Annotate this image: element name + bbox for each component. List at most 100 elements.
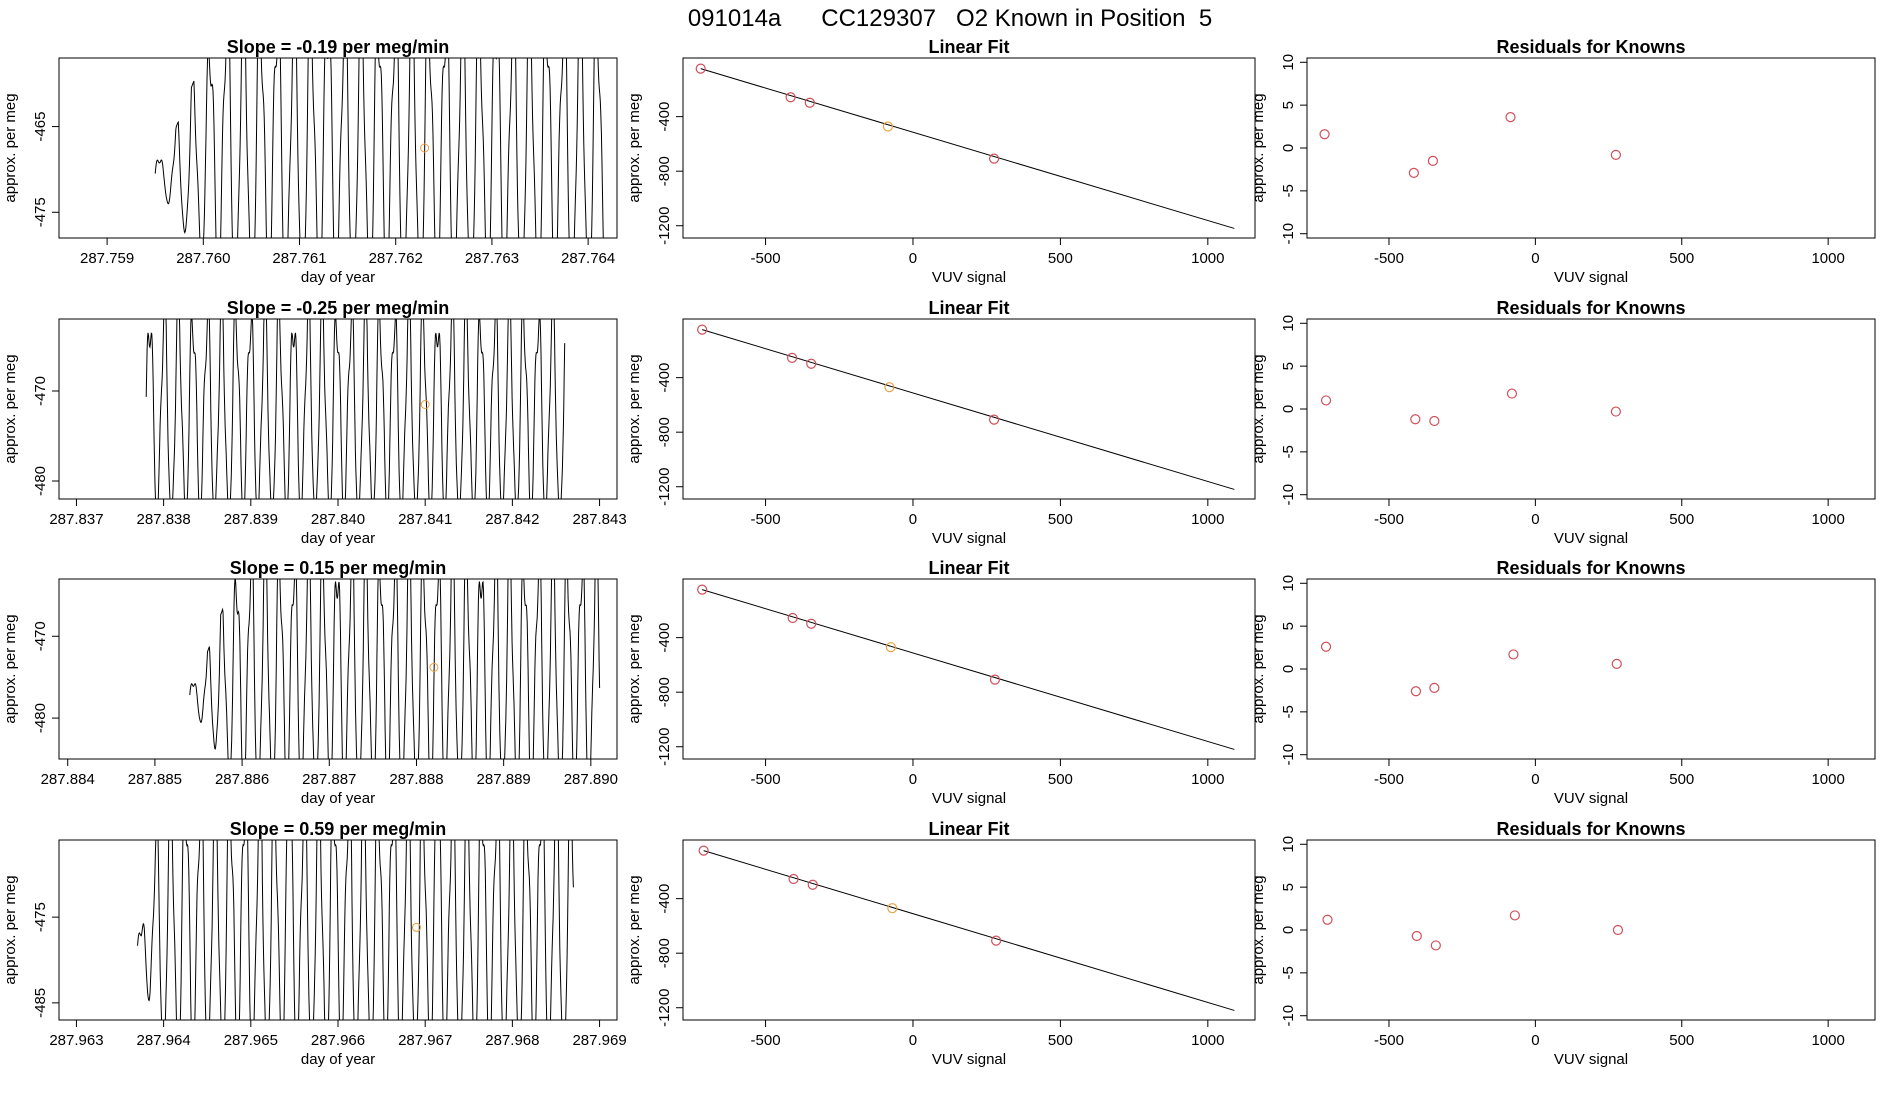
x-tick-label: 287.841 bbox=[398, 511, 452, 528]
unknown-marker bbox=[411, 922, 421, 932]
y-tick-label: 10 bbox=[1280, 54, 1297, 71]
known-point bbox=[988, 414, 1000, 425]
residual-point bbox=[1410, 414, 1421, 425]
y-tick-label: -800 bbox=[656, 938, 673, 968]
known-point bbox=[991, 935, 1002, 946]
y-tick-label: -480 bbox=[32, 466, 49, 496]
y-tick-label: -1200 bbox=[656, 728, 673, 766]
y-tick-label: -475 bbox=[32, 197, 49, 227]
trace-series bbox=[145, 319, 566, 499]
known-point bbox=[698, 845, 709, 856]
known-point bbox=[807, 879, 818, 890]
y-axis-label: approx. per meg bbox=[2, 614, 19, 723]
x-tick-label: 1000 bbox=[1811, 771, 1844, 788]
x-tick-label: 287.763 bbox=[465, 250, 519, 267]
y-tick-label: -5 bbox=[1280, 184, 1297, 197]
unknown-point bbox=[887, 903, 898, 914]
panel-fit-3: Linear Fit -500 0 500 1000 VUV signal -400 -800… bbox=[626, 558, 1256, 807]
x-axis-label: VUV signal bbox=[932, 790, 1006, 807]
x-axis-label: VUV signal bbox=[1554, 1051, 1628, 1068]
unknown-marker bbox=[420, 143, 430, 153]
panel-title: Residuals for Knowns bbox=[1496, 37, 1685, 57]
y-tick-label: -475 bbox=[32, 902, 49, 932]
y-axis-label: approx. per meg bbox=[1250, 354, 1267, 463]
known-point bbox=[697, 584, 708, 595]
y-axis-label: approx. per meg bbox=[2, 354, 19, 463]
residual-point bbox=[1508, 649, 1519, 660]
x-tick-label: 287.762 bbox=[369, 250, 423, 267]
x-axis-label: VUV signal bbox=[1554, 530, 1628, 547]
x-tick-label: 1000 bbox=[1191, 511, 1224, 528]
x-tick-label: 287.890 bbox=[564, 771, 618, 788]
x-tick-label: 1000 bbox=[1811, 1032, 1844, 1049]
trace-series bbox=[137, 840, 574, 1020]
x-axis-label: VUV signal bbox=[932, 530, 1006, 547]
panel-title: Slope = -0.25 per meg/min bbox=[227, 298, 450, 318]
panel-residuals-1: Residuals for Knowns -500 0 500 1000 VUV sign… bbox=[1250, 37, 1876, 286]
panel-trace-3: Slope = 0.15 per meg/min 287.884 287.885 28… bbox=[2, 558, 618, 807]
x-tick-label: 1000 bbox=[1191, 1032, 1224, 1049]
x-tick-label: 287.886 bbox=[215, 771, 269, 788]
residual-point bbox=[1410, 686, 1422, 697]
residual-point bbox=[1610, 406, 1621, 417]
x-axis-label: day of year bbox=[301, 530, 375, 547]
x-tick-label: -500 bbox=[1374, 1032, 1404, 1049]
x-tick-label: 287.885 bbox=[128, 771, 182, 788]
x-tick-label: 500 bbox=[1048, 250, 1073, 267]
plot-area bbox=[189, 579, 601, 759]
residual-point bbox=[1319, 129, 1330, 140]
y-tick-label: -400 bbox=[656, 884, 673, 914]
y-tick-label: -10 bbox=[1280, 1005, 1297, 1027]
y-tick-label: 10 bbox=[1280, 575, 1297, 592]
y-tick-label: -5 bbox=[1280, 445, 1297, 458]
y-tick-label: 5 bbox=[1280, 101, 1297, 109]
x-tick-label: 287.840 bbox=[311, 511, 365, 528]
y-tick-label: -470 bbox=[32, 621, 49, 651]
residual-point bbox=[1411, 930, 1422, 942]
panel-title: Slope = 0.15 per meg/min bbox=[230, 558, 447, 578]
x-tick-label: 0 bbox=[1531, 511, 1539, 528]
x-tick-label: 287.967 bbox=[398, 1032, 452, 1049]
x-axis-label: day of year bbox=[301, 790, 375, 807]
y-tick-label: -1200 bbox=[656, 989, 673, 1027]
residual-point bbox=[1408, 167, 1419, 178]
x-tick-label: 500 bbox=[1669, 511, 1694, 528]
y-axis-label: approx. per meg bbox=[2, 875, 19, 984]
y-tick-label: -10 bbox=[1280, 744, 1297, 766]
known-point bbox=[788, 873, 799, 885]
panel-fit-2: Linear Fit -500 0 500 1000 VUV signal -400 -800… bbox=[626, 298, 1256, 547]
residual-point bbox=[1429, 415, 1440, 427]
residual-point bbox=[1505, 112, 1516, 123]
known-point bbox=[804, 97, 815, 108]
y-tick-label: 10 bbox=[1280, 836, 1297, 853]
panel-fit-1: Linear Fit -500 0 500 1000 VUV signal -400 -800… bbox=[626, 37, 1256, 286]
plot-area bbox=[1320, 641, 1622, 697]
y-tick-label: 0 bbox=[1280, 405, 1297, 413]
fit-line bbox=[702, 329, 1235, 490]
y-tick-label: -400 bbox=[656, 363, 673, 393]
residual-point bbox=[1430, 940, 1441, 951]
y-tick-label: 5 bbox=[1280, 622, 1297, 630]
x-tick-label: 1000 bbox=[1811, 511, 1844, 528]
residual-point bbox=[1612, 924, 1624, 936]
y-tick-label: -800 bbox=[656, 156, 673, 186]
plot-area bbox=[154, 58, 604, 238]
panel-title: Residuals for Knowns bbox=[1496, 819, 1685, 839]
x-tick-label: 287.760 bbox=[176, 250, 230, 267]
residual-point bbox=[1506, 388, 1518, 399]
panel-title: Residuals for Knowns bbox=[1496, 298, 1685, 318]
plot-area bbox=[137, 840, 574, 1020]
residual-point bbox=[1611, 658, 1622, 669]
x-axis-label: VUV signal bbox=[932, 1051, 1006, 1068]
residual-point bbox=[1429, 682, 1440, 693]
panel-title: Linear Fit bbox=[928, 558, 1009, 578]
y-tick-label: -400 bbox=[656, 623, 673, 653]
x-axis-label: day of year bbox=[301, 1051, 375, 1068]
x-tick-label: 287.884 bbox=[41, 771, 95, 788]
plot-area bbox=[1322, 910, 1624, 951]
plot-area bbox=[697, 584, 1235, 750]
residual-point bbox=[1320, 395, 1332, 406]
plot-area bbox=[1320, 388, 1621, 427]
unknown-marker bbox=[420, 400, 430, 409]
